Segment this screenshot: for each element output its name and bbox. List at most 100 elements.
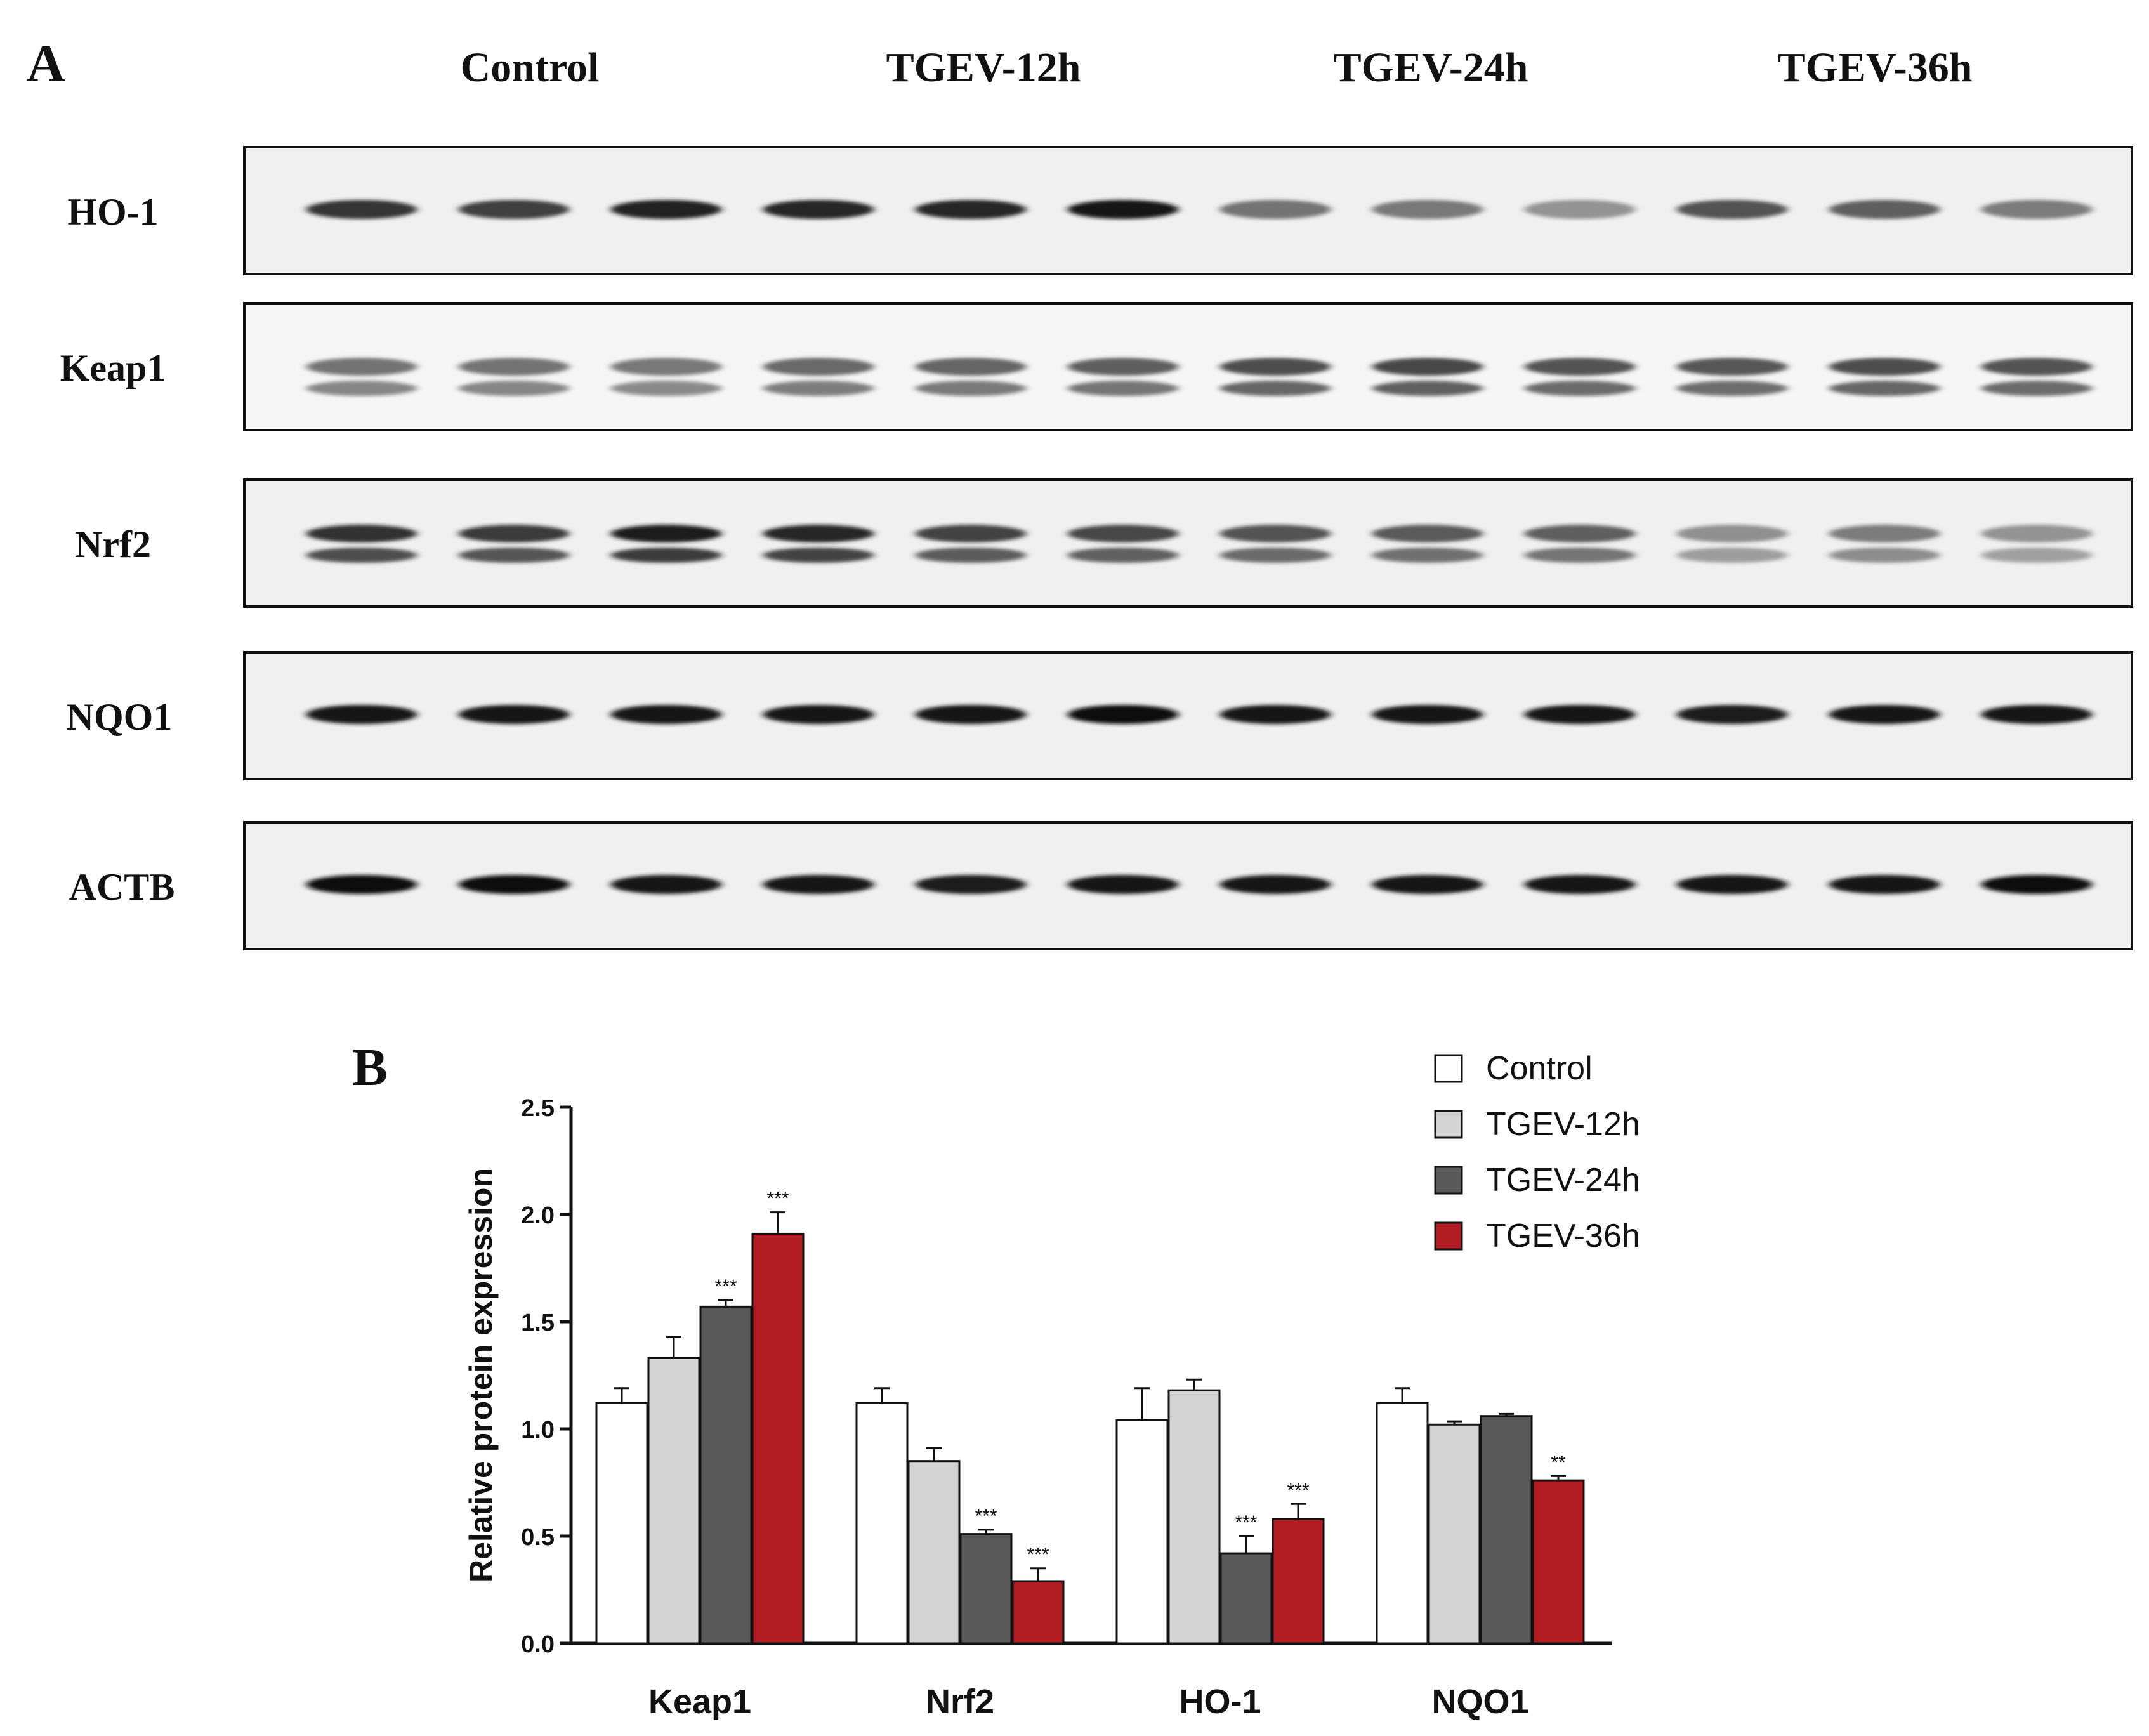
x-tick-label: Keap1 — [648, 1683, 751, 1721]
bar-chart-panel: B 0.0 0.5 1.0 1.5 2.0 2.5 Relative protein exp… — [352, 1038, 1640, 1721]
significance-label: *** — [766, 1188, 789, 1209]
blot-strip: NQO1 — [67, 651, 2133, 780]
blot-band — [763, 705, 874, 724]
blot-frame — [243, 478, 2133, 608]
bar — [907, 1460, 961, 1645]
blot-band — [1372, 875, 1483, 894]
blot-label: HO-1 — [67, 191, 158, 233]
blot-band — [1676, 381, 1788, 396]
blot-band — [458, 525, 570, 542]
blot-band — [1067, 200, 1179, 219]
blot-strip: Keap1 — [60, 302, 2133, 431]
y-tick-label: 0.0 — [521, 1631, 555, 1658]
panel-a-label: A — [27, 34, 65, 93]
blot-band — [1219, 525, 1331, 542]
blot-band — [610, 875, 722, 894]
blot-band — [1829, 548, 1940, 563]
blot-band — [763, 875, 874, 894]
bar — [959, 1533, 1013, 1645]
blot-band — [458, 705, 570, 724]
blot-band — [610, 200, 722, 219]
legend-swatch — [1434, 1221, 1463, 1251]
blot-band — [1676, 548, 1788, 563]
legend-label: TGEV-36h — [1486, 1218, 1640, 1254]
blot-band — [1981, 705, 2093, 724]
blot-band — [1524, 358, 1636, 376]
western-blot-panel: A Control TGEV-12h TGEV-24h TGEV-36h HO-1 Ke… — [27, 34, 2133, 950]
blot-band — [1524, 200, 1636, 219]
blot-band — [1219, 875, 1331, 894]
blot-band — [306, 705, 417, 724]
blot-band — [1981, 525, 2093, 542]
group-label: Control — [461, 44, 600, 91]
legend-label: TGEV-24h — [1486, 1162, 1640, 1199]
y-tick-label: 1.5 — [521, 1310, 555, 1336]
blot-band — [763, 381, 874, 396]
blot-band — [1524, 548, 1636, 563]
blot-band — [610, 381, 722, 396]
blot-band — [610, 705, 722, 724]
group-label: TGEV-24h — [1334, 44, 1528, 91]
blot-band — [1981, 200, 2093, 219]
chart-legend: Control TGEV-12h TGEV-24h TGEV-36h — [1434, 1050, 1640, 1254]
blot-band — [306, 381, 417, 396]
blot-band — [1829, 875, 1940, 894]
blot-band — [458, 381, 570, 396]
blot-band — [1981, 358, 2093, 376]
legend-swatch — [1434, 1166, 1463, 1195]
y-tick-label: 2.0 — [521, 1202, 555, 1229]
blot-band — [1676, 875, 1788, 894]
blot-band — [1372, 358, 1483, 376]
blot-band — [1981, 548, 2093, 563]
blot-band — [1067, 358, 1179, 376]
y-tick-label: 1.0 — [521, 1417, 555, 1443]
blot-band — [1829, 358, 1940, 376]
blot-band — [1676, 358, 1788, 376]
blot-band — [763, 548, 874, 563]
blot-band — [1524, 705, 1636, 724]
blot-band — [306, 200, 417, 219]
x-tick-label: Nrf2 — [926, 1683, 994, 1721]
blot-band — [458, 200, 570, 219]
blot-band — [915, 705, 1027, 724]
blot-band — [610, 358, 722, 376]
group-label: TGEV-36h — [1778, 44, 1973, 91]
panel-b-label: B — [352, 1038, 388, 1097]
significance-label: *** — [1027, 1544, 1049, 1565]
blot-band — [1676, 525, 1788, 542]
bar-chart: 0.0 0.5 1.0 1.5 2.0 2.5 Relative protein expre… — [463, 1095, 1612, 1721]
blot-band — [1524, 875, 1636, 894]
bar — [1480, 1415, 1533, 1645]
significance-label: *** — [1235, 1512, 1257, 1533]
blot-band — [1981, 381, 2093, 396]
blot-band — [1829, 381, 1940, 396]
legend-swatch — [1434, 1054, 1463, 1083]
blot-band — [1372, 525, 1483, 542]
significance-label: *** — [714, 1276, 737, 1297]
blot-band — [306, 525, 417, 542]
blot-band — [1219, 358, 1331, 376]
blot-band — [1219, 381, 1331, 396]
y-axis-label: Relative protein expression — [463, 1168, 499, 1582]
group-label: TGEV-12h — [886, 44, 1081, 91]
legend-label: TGEV-12h — [1486, 1106, 1640, 1143]
blot-band — [763, 525, 874, 542]
blot-band — [1219, 705, 1331, 724]
blot-strip: ACTB — [69, 821, 2133, 950]
blot-strip: Nrf2 — [75, 478, 2133, 608]
significance-label: *** — [1287, 1480, 1309, 1501]
bar — [1011, 1580, 1065, 1645]
group-labels: Control TGEV-12h TGEV-24h TGEV-36h — [461, 44, 1973, 91]
bar — [1376, 1402, 1429, 1645]
blot-band — [1219, 548, 1331, 563]
blot-strips: HO-1 Keap1 Nrf2 NQO1 ACTB — [60, 146, 2133, 950]
bar — [1532, 1479, 1585, 1645]
bar — [1219, 1552, 1273, 1645]
blot-band — [763, 358, 874, 376]
blot-band — [1067, 381, 1179, 396]
bar — [1115, 1419, 1169, 1645]
blot-strip: HO-1 — [67, 146, 2133, 275]
blot-band — [1372, 381, 1483, 396]
blot-band — [1981, 875, 2093, 894]
blot-band — [306, 875, 417, 894]
